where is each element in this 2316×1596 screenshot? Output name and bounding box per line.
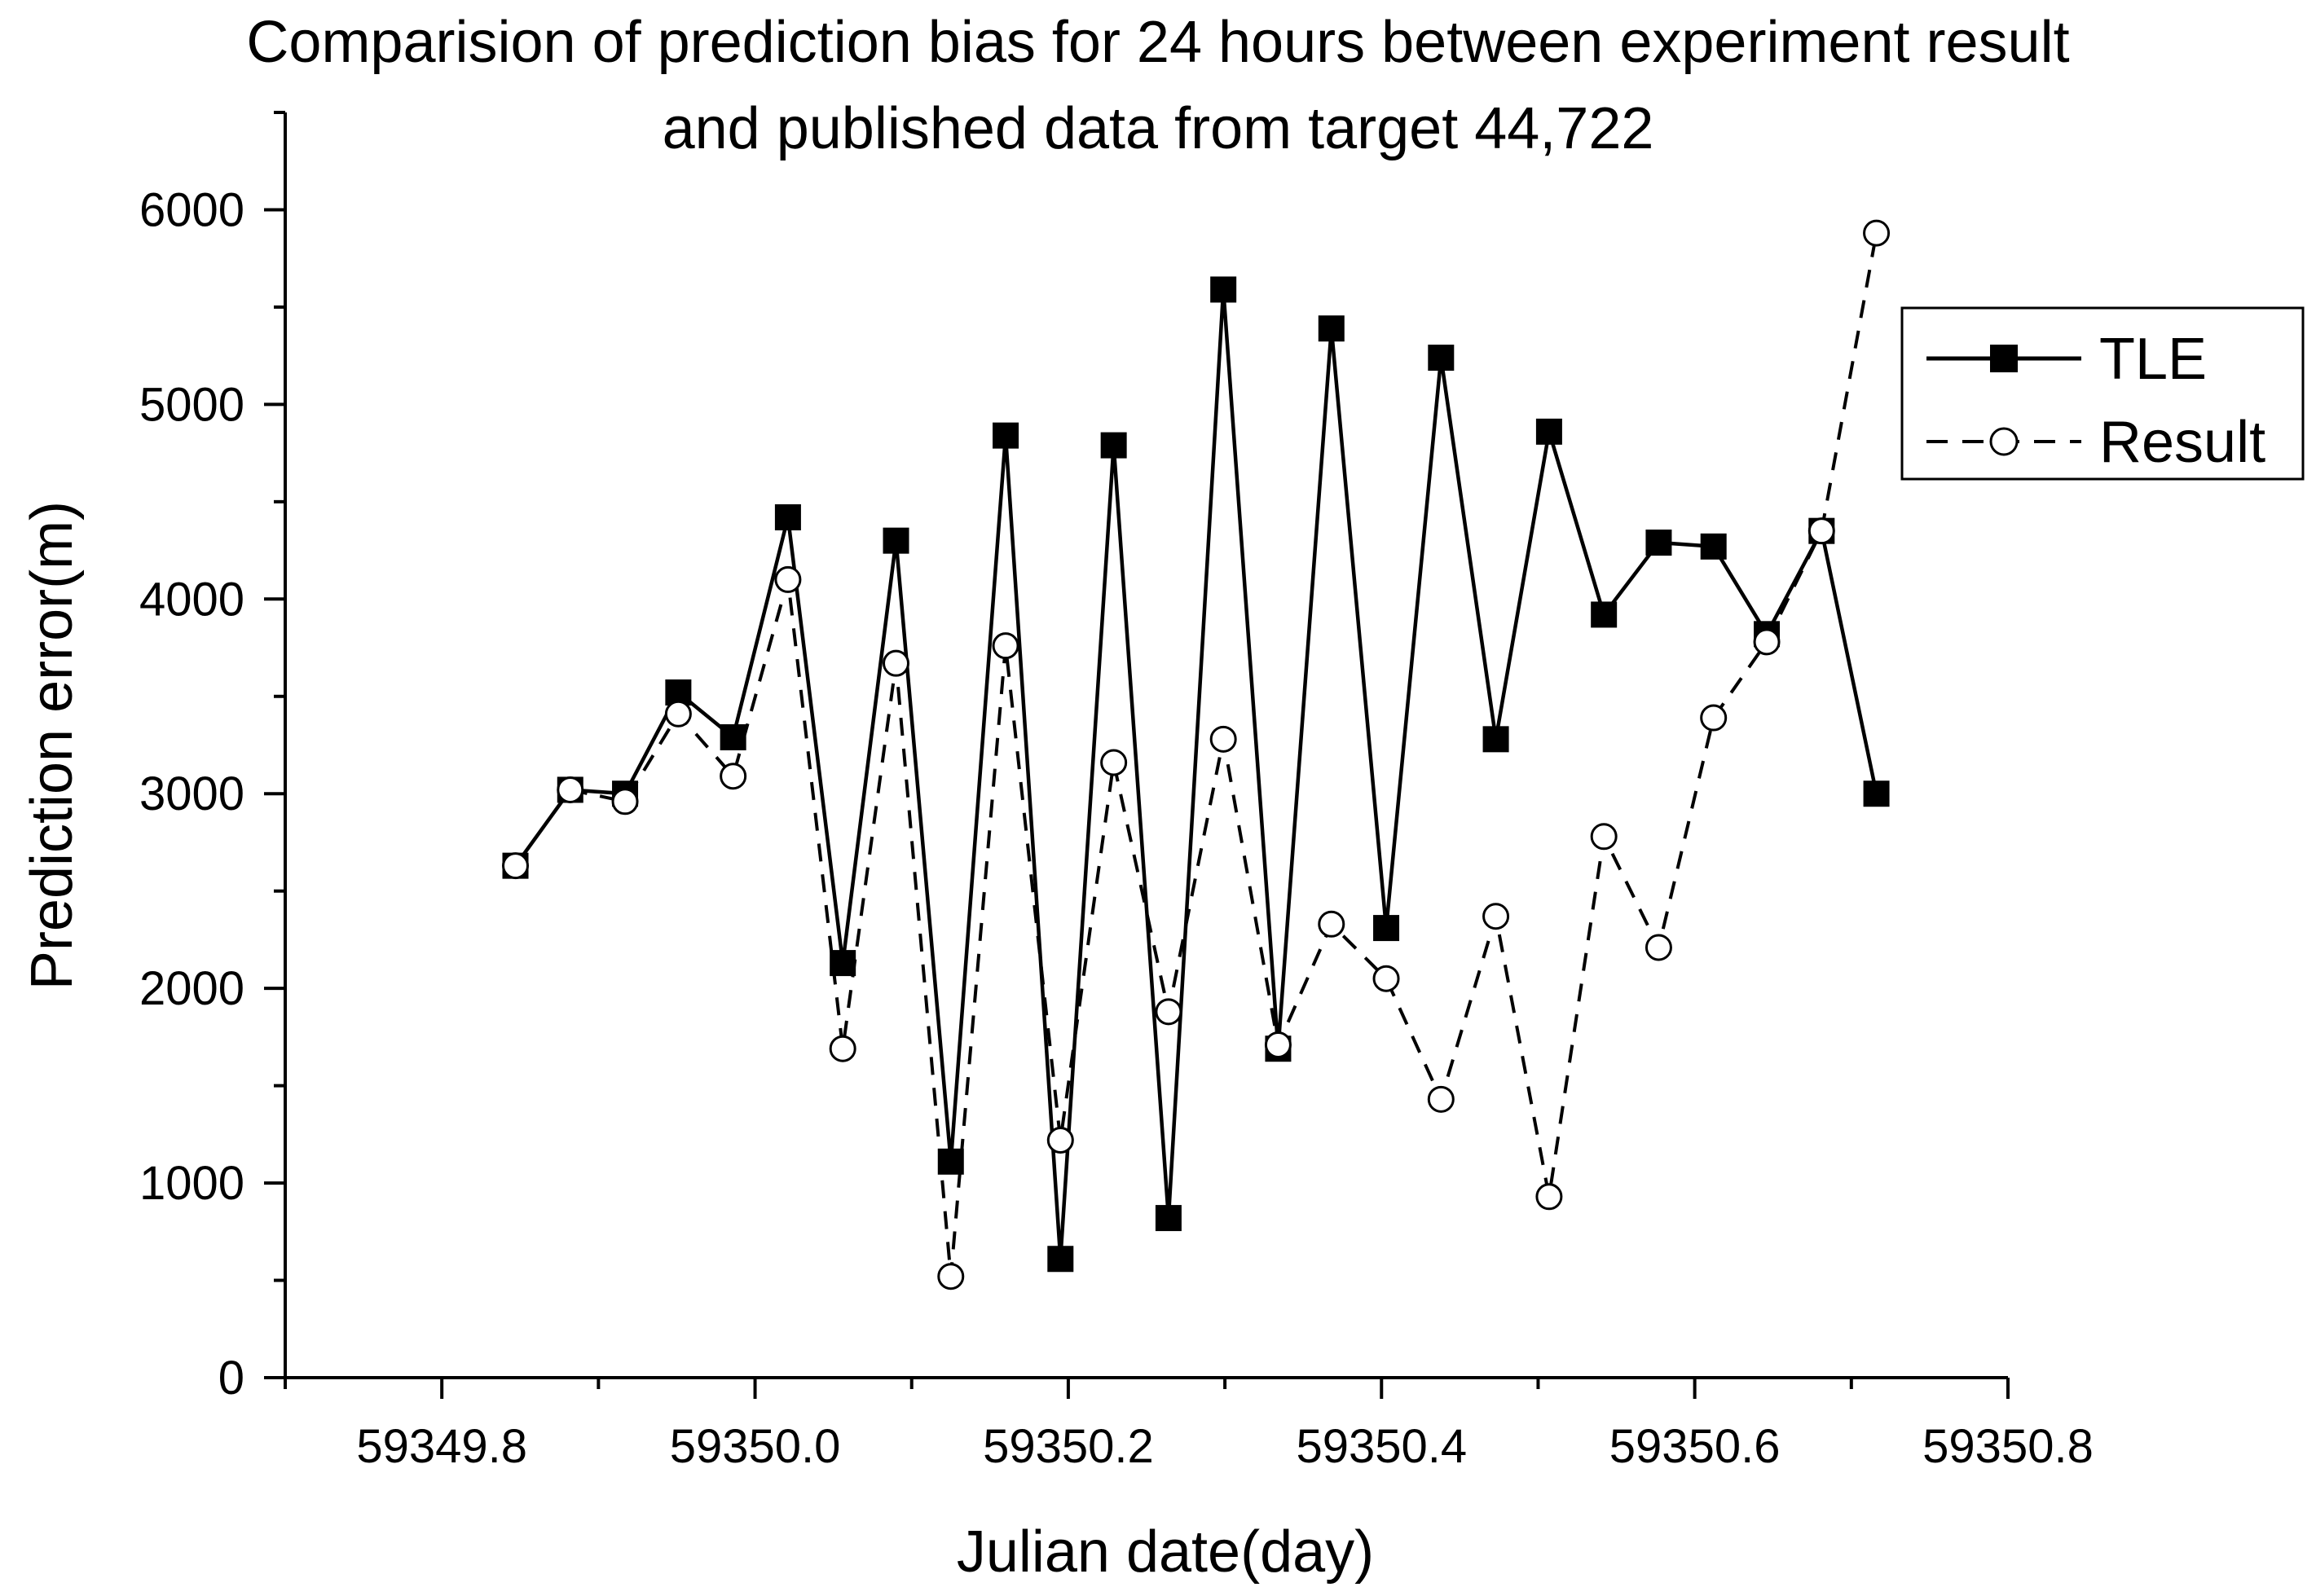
tle-point [1535, 418, 1562, 445]
series-layer [502, 219, 1891, 1290]
result-point [1264, 1031, 1292, 1058]
tle-point [830, 950, 856, 977]
result-point [1046, 1127, 1074, 1154]
legend-box [1900, 306, 2305, 481]
y-tick-label: 4000 [139, 573, 244, 626]
result-point [1318, 910, 1345, 938]
result-point [1372, 965, 1400, 992]
series-line-tle [513, 289, 1878, 1260]
result-point [1209, 725, 1237, 753]
chart-title-line-1: Comparision of prediction bias for 24 ho… [246, 10, 2069, 75]
result-point [1753, 628, 1781, 656]
chart-title-line-2: and published data from target 44,722 [663, 96, 1654, 161]
x-tick-label: 59350.6 [1609, 1420, 1781, 1473]
legend-label-tle: TLE [2099, 327, 2207, 392]
y-tick-label: 1000 [139, 1157, 244, 1210]
result-point [664, 700, 692, 728]
tle-point [1700, 533, 1727, 560]
legend-marker-tle [1990, 345, 2018, 372]
x-tick-label: 59350.4 [1296, 1420, 1467, 1473]
y-tick-label: 0 [218, 1352, 244, 1405]
result-point [557, 776, 584, 803]
tle-point [1428, 345, 1455, 372]
x-tick-label: 59350.0 [670, 1420, 841, 1473]
result-point [1100, 749, 1128, 776]
x-ticks: 59349.8 59350.0 59350.2 59350.4 59350.6 59350… [284, 1378, 2094, 1473]
result-point [720, 763, 747, 790]
tle-point [1482, 726, 1509, 753]
tle-point [1373, 915, 1400, 942]
y-tick-label: 2000 [139, 962, 244, 1015]
result-point [774, 565, 802, 593]
result-point [1807, 517, 1835, 545]
tle-point [1100, 432, 1127, 459]
legend: TLE Result [1900, 306, 2305, 481]
tle-point [1591, 601, 1618, 628]
tle-point [1047, 1246, 1074, 1273]
result-point [883, 649, 910, 677]
axes [284, 112, 2008, 1379]
y-ticks: 0 1000 2000 3000 4000 5000 6000 [139, 111, 285, 1405]
result-point [1645, 934, 1672, 961]
x-tick-label: 59350.2 [983, 1420, 1154, 1473]
tle-point [1645, 530, 1672, 556]
x-tick-label: 59349.8 [356, 1420, 527, 1473]
tle-point [1210, 276, 1237, 303]
legend-marker-result [1989, 427, 2019, 456]
result-point [937, 1263, 965, 1290]
y-tick-label: 5000 [139, 378, 244, 431]
result-point [1155, 998, 1182, 1026]
tle-point [993, 422, 1019, 449]
series-markers-result [502, 219, 1891, 1290]
x-tick-label: 59350.8 [1922, 1420, 2094, 1473]
result-point [502, 852, 530, 880]
tle-point [937, 1148, 964, 1175]
result-point [1863, 219, 1891, 247]
y-tick-label: 3000 [139, 767, 244, 820]
result-point [1535, 1183, 1563, 1211]
tle-point [1318, 315, 1345, 342]
tle-point [1155, 1205, 1182, 1232]
result-point [1482, 903, 1510, 930]
legend-label-result: Result [2099, 410, 2265, 475]
tle-point [720, 723, 746, 750]
result-point [1590, 823, 1618, 851]
result-point [829, 1035, 856, 1062]
y-tick-label: 6000 [139, 183, 244, 236]
result-point [992, 632, 1019, 660]
y-axis-label: Prediction error(m) [20, 501, 85, 990]
tle-point [774, 503, 801, 530]
series-tle [513, 289, 1878, 1260]
tle-point [883, 527, 909, 554]
result-point [1427, 1085, 1455, 1113]
result-point [611, 788, 639, 816]
x-axis-label: Julian date(day) [957, 1519, 1374, 1585]
result-point [1700, 704, 1728, 732]
tle-point [1863, 780, 1890, 807]
